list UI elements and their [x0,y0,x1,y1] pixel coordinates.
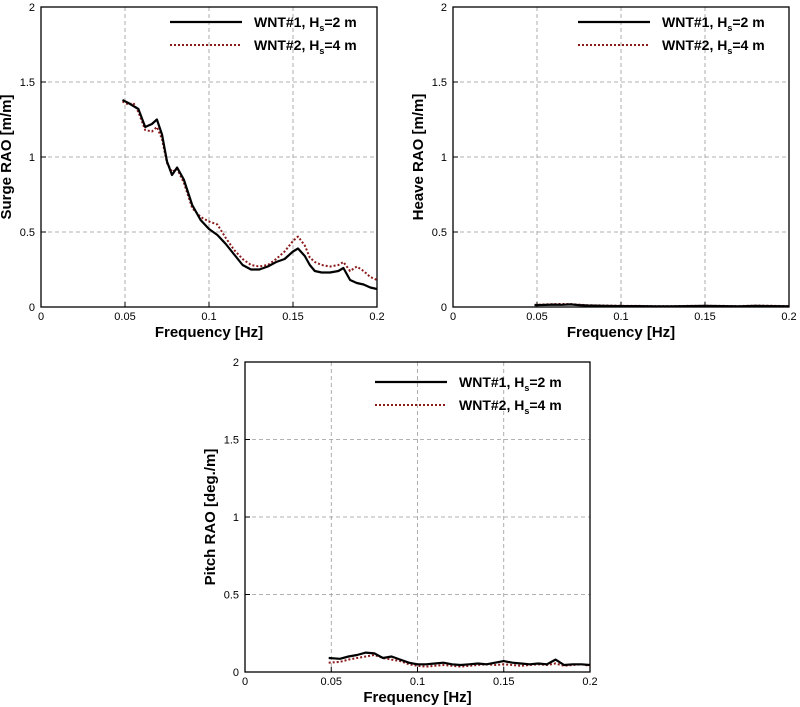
surge-y-tick-label: 2 [29,2,35,14]
pitch-y-tick-label: 1.5 [224,435,239,447]
pitch-y-tick-label: 0 [233,667,239,679]
pitch-x-tick-label: 0 [242,676,248,688]
heave-x-axis-title: Frequency [Hz] [567,324,675,341]
surge-y-tick-label: 0.5 [20,227,35,239]
surge-x-axis-title: Frequency [Hz] [155,324,263,341]
pitch-x-tick-label: 0.05 [321,676,342,688]
pitch-x-tick-label: 0.15 [493,676,514,688]
surge-y-tick-label: 1 [29,152,35,164]
surge-x-tick-label: 0.2 [369,311,384,323]
pitch-y-tick-label: 1 [233,512,239,524]
surge-legend-label-1: WNT#1, Hs=2 m [254,14,357,33]
pitch-legend-label-2: WNT#2, Hs=4 m [459,397,562,416]
heave-y-tick-label: 1.5 [432,77,447,89]
surge-y-tick-label: 0 [29,302,35,314]
heave-y-axis-title: Heave RAO [m/m] [410,94,427,221]
heave-y-tick-label: 2 [441,2,447,14]
heave-legend-label-1: WNT#1, Hs=2 m [662,14,765,33]
surge-chart: 0 0.05 0.1 0.15 0.2 0 0.5 1 1.5 2 Frequency [Hz] Su… [0,2,385,341]
surge-x-tick-label: 0 [38,311,44,323]
pitch-y-axis-title: Pitch RAO [deg./m] [202,449,219,586]
heave-y-tick-label: 0 [441,302,447,314]
surge-y-tick-label: 1.5 [20,77,35,89]
surge-series-line-2 [122,100,377,281]
heave-x-tick-label: 0.05 [526,311,547,323]
surge-series-line-1 [122,99,377,291]
heave-legend-label-2: WNT#2, Hs=4 m [662,37,765,56]
pitch-y-tick-label: 2 [233,357,239,369]
pitch-chart: 0 0.05 0.1 0.15 0.2 0 0.5 1 1.5 2 Frequency [Hz] Pi… [202,357,598,706]
pitch-x-tick-label: 0.2 [582,676,597,688]
surge-legend-label-2: WNT#2, Hs=4 m [254,37,357,56]
pitch-y-tick-label: 0.5 [224,590,239,602]
heave-y-tick-label: 1 [441,152,447,164]
heave-series-line-1 [534,303,789,307]
surge-x-tick-label: 0.05 [114,311,135,323]
heave-x-tick-label: 0.15 [694,311,715,323]
surge-x-tick-label: 0.1 [201,311,216,323]
heave-y-tick-label: 0.5 [432,227,447,239]
pitch-series-line-1 [328,651,590,667]
pitch-x-axis-title: Frequency [Hz] [363,689,471,706]
heave-x-tick-label: 0 [450,311,456,323]
heave-x-tick-label: 0.2 [781,311,796,323]
heave-x-tick-label: 0.1 [613,311,628,323]
surge-x-tick-label: 0.15 [282,311,303,323]
pitch-legend-label-1: WNT#1, Hs=2 m [459,374,562,393]
pitch-x-tick-label: 0.1 [410,676,425,688]
heave-chart: 0 0.05 0.1 0.15 0.2 0 0.5 1 1.5 2 Frequency [Hz] He… [410,2,797,341]
surge-y-axis-title: Surge RAO [m/m] [0,94,15,219]
